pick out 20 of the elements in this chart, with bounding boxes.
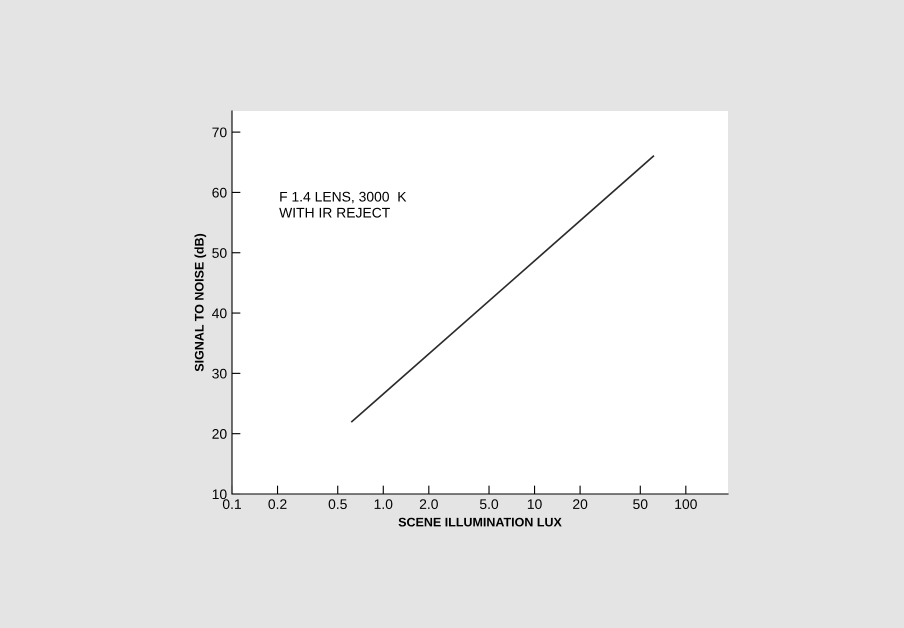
x-tick-label: 1.0 [374,499,392,510]
x-tick-label: 100 [675,499,697,510]
x-tick-label: 0.1 [222,499,241,510]
y-tick-label: 70 [212,127,227,138]
y-tick-label: 10 [212,489,227,500]
x-tick-label: 0.5 [328,499,347,510]
y-tick-label: 60 [212,188,227,198]
x-tick-label: 10 [528,499,542,510]
y-tick-label: 30 [212,368,227,379]
x-tick-label: 2.0 [420,499,438,510]
x-axis-title: SCENE ILLUMINATION LUX [398,518,562,527]
y-tick-label: 20 [212,429,227,439]
y-tick-label: 50 [212,248,227,258]
x-tick-label: 20 [573,499,588,510]
annotation: F 1.4 LENS, 3000 K WITH IR REJECT [279,192,406,218]
y-axis-title: SIGNAL TO NOISE (dB) [194,234,206,372]
x-tick-label: 50 [633,499,648,510]
x-tick-label: 0.2 [268,499,286,510]
x-tick-label: 5.0 [480,499,498,510]
y-tick-label: 40 [212,308,227,318]
